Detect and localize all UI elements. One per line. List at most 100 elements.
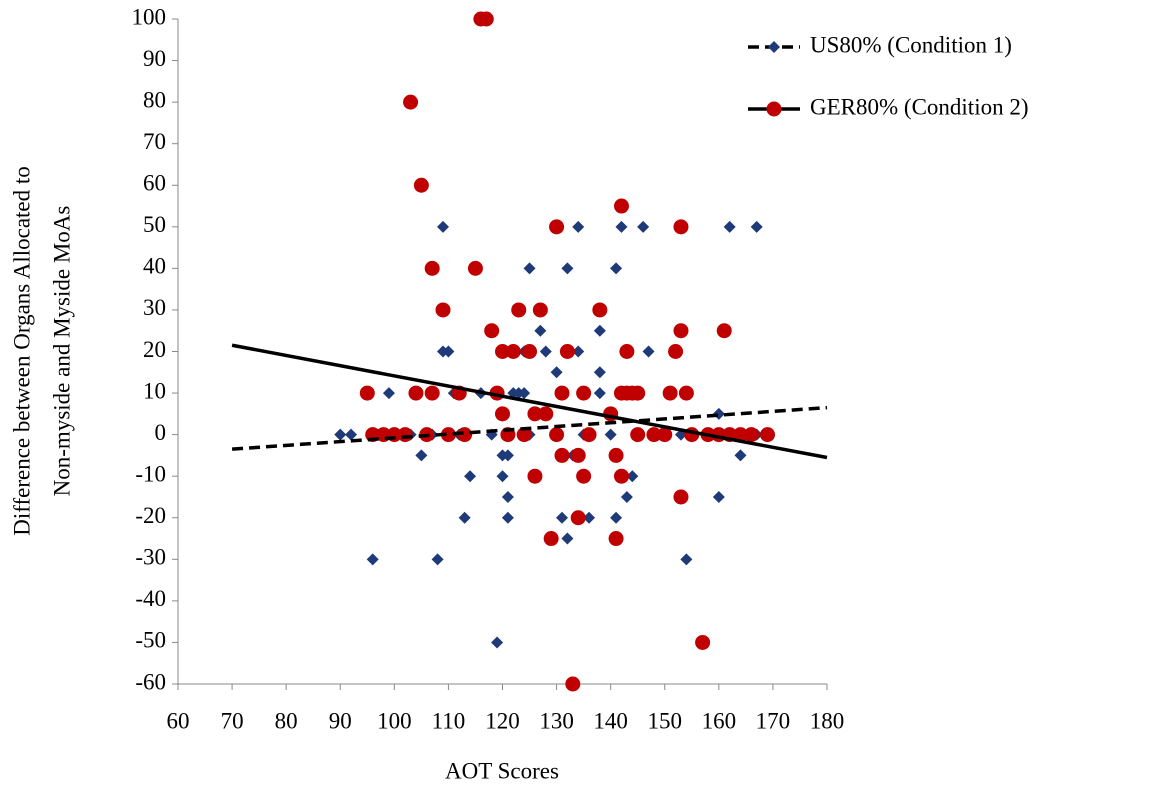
point <box>668 344 684 359</box>
point <box>750 220 763 233</box>
x-tick-label: 80 <box>275 708 298 733</box>
y-tick-label: 90 <box>143 46 166 71</box>
point <box>610 262 623 275</box>
point <box>610 511 623 524</box>
x-tick-label: 160 <box>702 708 737 733</box>
point <box>467 260 483 276</box>
x-tick-label: 140 <box>593 708 628 733</box>
x-tick-label: 100 <box>377 708 412 733</box>
x-axis-title: AOT Scores <box>445 758 559 783</box>
x-tick-label: 130 <box>539 708 574 733</box>
point <box>608 447 624 463</box>
point <box>695 634 711 650</box>
point <box>491 636 504 649</box>
point <box>561 532 574 545</box>
point <box>345 428 358 441</box>
point <box>518 387 531 400</box>
point <box>572 345 585 358</box>
point <box>593 366 606 379</box>
point <box>734 449 747 462</box>
point <box>516 427 532 443</box>
point <box>478 11 494 27</box>
legend-marker <box>768 41 780 53</box>
point <box>732 427 748 443</box>
x-tick-label: 150 <box>648 708 683 733</box>
point <box>382 387 395 400</box>
point <box>592 302 608 318</box>
point <box>646 427 662 443</box>
y-tick-label: 70 <box>143 129 166 154</box>
point <box>630 427 646 443</box>
point <box>559 344 575 359</box>
point <box>464 470 477 483</box>
point <box>501 511 514 524</box>
point <box>424 385 440 401</box>
point <box>496 470 509 483</box>
point <box>511 302 527 318</box>
point <box>673 219 689 235</box>
point <box>561 262 574 275</box>
point <box>565 676 581 692</box>
point <box>581 427 597 443</box>
y-tick-label: -60 <box>135 669 166 694</box>
point <box>413 177 429 193</box>
point <box>523 262 536 275</box>
y-axis-title: Difference between Organs Allocated to <box>9 166 34 536</box>
y-tick-label: 100 <box>132 4 167 29</box>
point <box>397 427 413 443</box>
point <box>549 427 565 443</box>
point <box>662 385 678 401</box>
point <box>359 385 375 401</box>
point <box>527 468 543 484</box>
point <box>593 324 606 337</box>
point <box>554 385 570 401</box>
y-tick-label: 0 <box>155 420 167 445</box>
x-tick-label: 120 <box>485 708 520 733</box>
point <box>576 385 592 401</box>
point <box>442 345 455 358</box>
point <box>613 198 629 214</box>
point <box>549 219 565 235</box>
point <box>457 427 473 443</box>
point <box>576 468 592 484</box>
point <box>637 220 650 233</box>
y-tick-label: 30 <box>143 295 166 320</box>
trend-line <box>231 405 828 451</box>
point <box>366 553 379 566</box>
point <box>550 366 563 379</box>
point <box>415 449 428 462</box>
x-tick-label: 90 <box>329 708 352 733</box>
point <box>431 553 444 566</box>
point <box>424 260 440 276</box>
point <box>620 490 633 503</box>
point <box>678 385 694 401</box>
point <box>408 385 424 401</box>
point <box>680 553 693 566</box>
point <box>743 427 759 443</box>
point <box>437 220 450 233</box>
point <box>495 344 510 359</box>
y-axis-title: Non-myside and Myside MoAs <box>49 206 74 497</box>
point <box>657 427 673 443</box>
y-tick-label: -50 <box>135 628 166 653</box>
point <box>555 511 568 524</box>
x-tick-label: 60 <box>167 708 190 733</box>
point <box>554 447 570 463</box>
legend-label: US80% (Condition 1) <box>810 32 1012 57</box>
legend-label: GER80% (Condition 2) <box>810 94 1029 119</box>
point <box>723 220 736 233</box>
point <box>458 511 471 524</box>
legend-marker <box>766 101 782 117</box>
y-tick-label: -10 <box>135 461 166 486</box>
y-tick-label: 10 <box>143 378 166 403</box>
point <box>572 220 585 233</box>
point <box>619 344 635 359</box>
point <box>630 385 646 401</box>
point <box>532 302 548 318</box>
point <box>583 511 596 524</box>
y-tick-label: 20 <box>143 337 166 362</box>
y-tick-label: -20 <box>135 503 166 528</box>
point <box>334 428 347 441</box>
